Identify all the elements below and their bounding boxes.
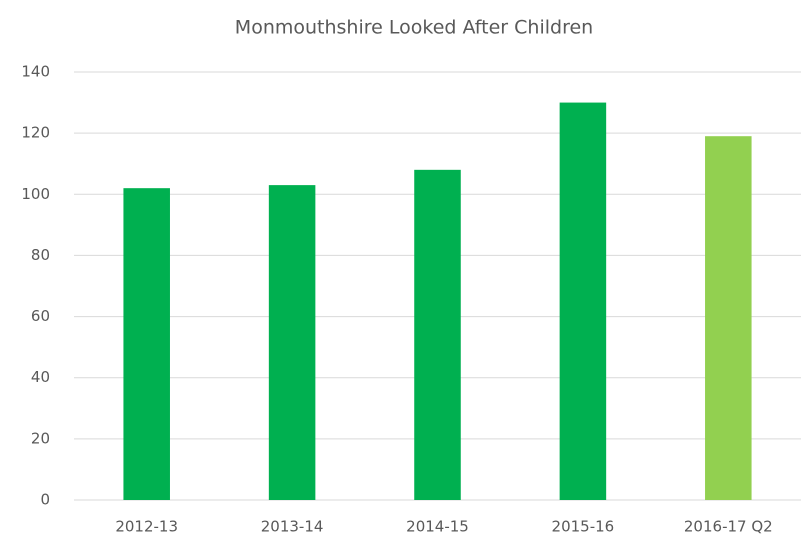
bar [705, 136, 752, 500]
chart-title: Monmouthshire Looked After Children [235, 17, 593, 39]
bar [414, 169, 461, 501]
y-tick-label: 80 [31, 246, 50, 264]
x-tick-label: 2016-17 Q2 [684, 518, 773, 536]
y-tick-label: 40 [31, 368, 50, 386]
y-tick-label: 60 [31, 307, 50, 325]
bar [268, 185, 316, 500]
bar [123, 188, 170, 500]
y-tick-label: 0 [40, 491, 50, 509]
y-tick-label: 120 [21, 124, 50, 142]
y-tick-label: 100 [21, 185, 50, 203]
x-tick-label: 2013-14 [261, 518, 324, 536]
y-tick-label: 140 [21, 63, 50, 81]
x-tick-label: 2014-15 [406, 518, 469, 536]
x-tick-label: 2012-13 [115, 518, 178, 536]
y-tick-label: 20 [31, 429, 50, 447]
bar [559, 102, 607, 501]
x-tick-label: 2015-16 [552, 518, 615, 536]
